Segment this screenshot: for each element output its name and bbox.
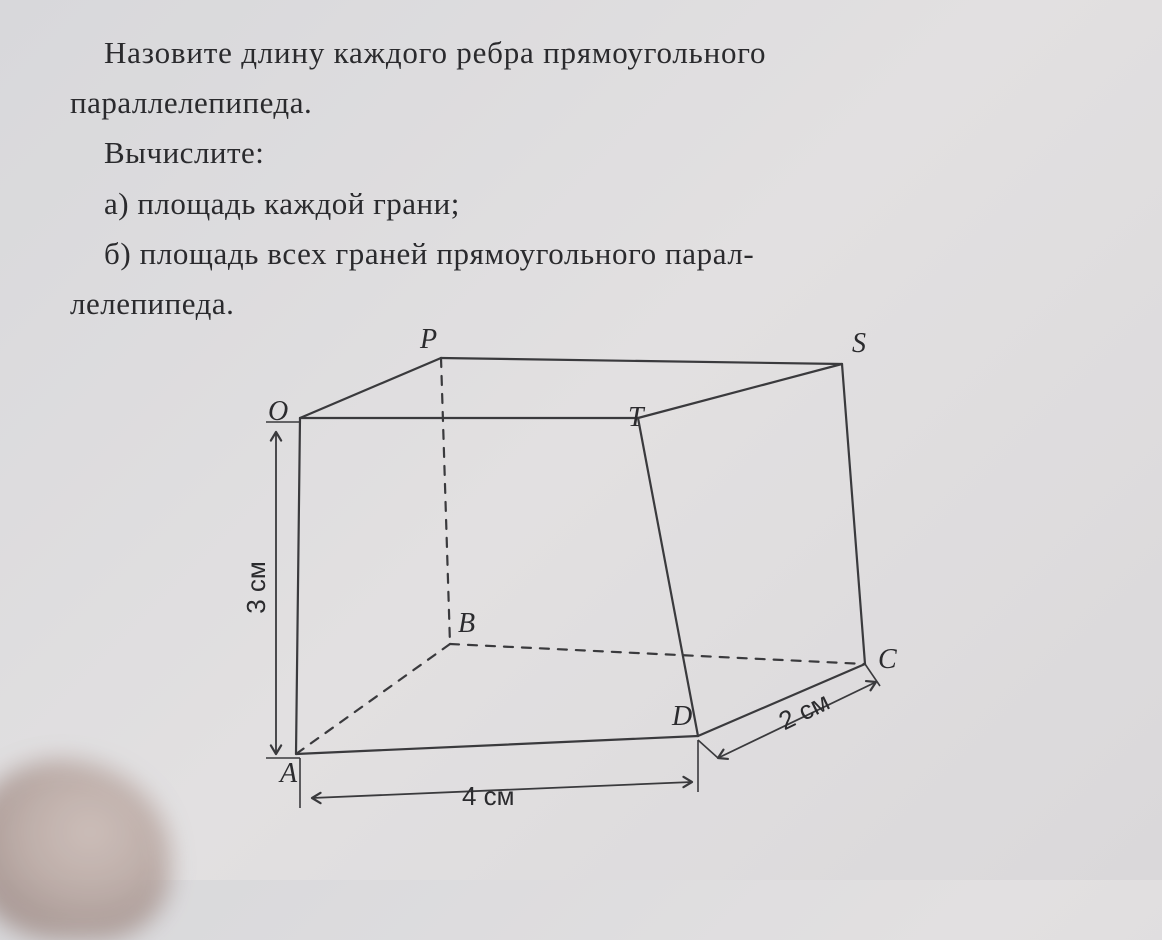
vertex-D: D bbox=[672, 701, 692, 733]
text-line-6: лелепипеда. bbox=[70, 279, 1122, 329]
vertex-C: C bbox=[878, 644, 897, 676]
problem-text: Назовите длину каждого ребра прямоугольн… bbox=[70, 28, 1122, 329]
text-line-1: Назовите длину каждого ребра прямоугольн… bbox=[70, 28, 1122, 78]
text-line-5: б) площадь всех граней прямоугольного па… bbox=[70, 229, 1122, 279]
dim-length: 4 см bbox=[462, 781, 515, 812]
vertex-P: P bbox=[420, 324, 437, 356]
text-line-2: параллелепипеда. bbox=[70, 78, 1122, 128]
cuboid-svg bbox=[240, 346, 940, 866]
vertex-T: T bbox=[628, 402, 644, 434]
text-line-3: Вычислите: bbox=[70, 128, 1122, 178]
dim-height: 3 см bbox=[241, 561, 272, 614]
thumb-photo-artifact bbox=[0, 760, 170, 940]
text-line-4: а) площадь каждой грани; bbox=[70, 179, 1122, 229]
vertex-B: B bbox=[458, 608, 475, 640]
cuboid-diagram: P S O T B C A D 3 см 4 см 2 см bbox=[240, 346, 940, 866]
vertex-A: A bbox=[280, 758, 297, 790]
vertex-O: O bbox=[268, 396, 288, 428]
vertex-S: S bbox=[852, 328, 866, 360]
